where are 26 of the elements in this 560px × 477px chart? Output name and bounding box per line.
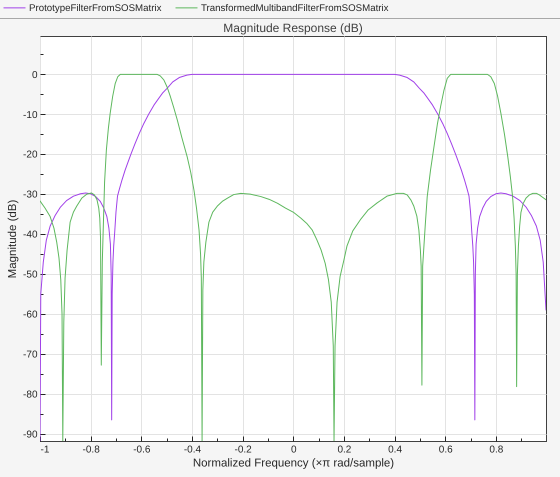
y-tick-label: -80	[23, 389, 38, 400]
chart-title: Magnitude Response (dB)	[223, 21, 363, 35]
y-axis-title: Magnitude (dB)	[7, 200, 20, 278]
y-tick-label: -90	[23, 429, 38, 440]
x-tick-label: -0.8	[82, 444, 100, 456]
y-tick-label: -40	[23, 230, 38, 241]
x-tick-label: 0.6	[438, 444, 454, 456]
x-tick-label: -0.4	[184, 444, 202, 456]
y-tick-label: 0	[32, 70, 38, 81]
legend-label: TransformedMultibandFilterFromSOSMatrix	[201, 2, 389, 14]
x-tick-label: 0.4	[388, 444, 402, 456]
line-series	[40, 74, 546, 441]
x-tick-label: -0.6	[133, 444, 151, 456]
y-tick-label: -20	[23, 150, 38, 161]
x-tick-label: -1	[40, 444, 50, 456]
legend-label: PrototypeFilterFromSOSMatrix	[29, 2, 162, 14]
x-tick-label: -0.2	[234, 444, 252, 456]
x-tick-label: 0.8	[489, 444, 504, 456]
y-tick-label: -50	[23, 270, 38, 281]
y-tick-label: -60	[23, 309, 38, 320]
x-tick-label: 0	[290, 444, 297, 456]
x-tick-label: 0.2	[337, 444, 352, 456]
y-tick-label: -10	[23, 110, 38, 121]
x-axis-title: Normalized Frequency (×π rad/sample)	[192, 458, 394, 470]
y-tick-label: -70	[23, 349, 38, 360]
y-tick-label: -30	[23, 190, 38, 201]
